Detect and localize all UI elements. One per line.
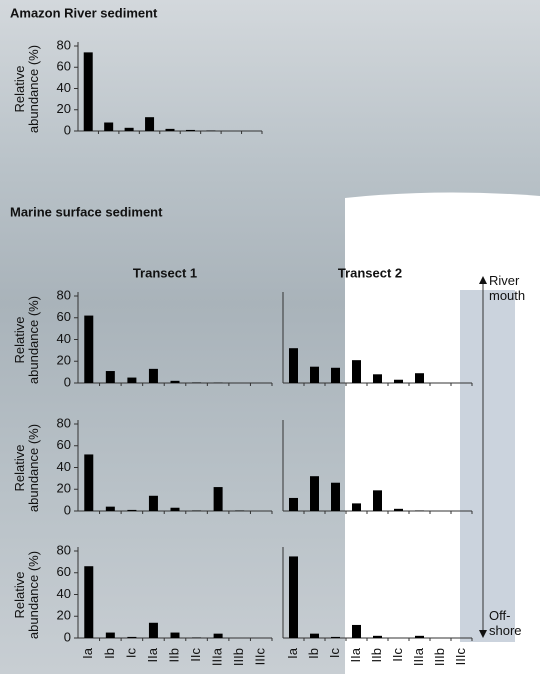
y-tick-label: 60 (57, 59, 71, 74)
bar (235, 510, 244, 511)
bar (84, 316, 93, 383)
bar (192, 637, 201, 638)
gradient-band (460, 290, 515, 642)
bar (106, 507, 115, 511)
x-tick-label: IIIb (432, 648, 447, 666)
bar (352, 360, 361, 383)
bar (373, 490, 382, 511)
x-tick-label: IIIa (210, 647, 225, 666)
arrow-label-bottom: Off-shore (489, 608, 525, 638)
x-tick-label: IIb (166, 648, 181, 662)
y-tick-label: 0 (64, 629, 71, 644)
bar (149, 623, 158, 638)
x-tick-label: IIc (390, 648, 405, 662)
y-axis-label: Relative abundance (%) (13, 418, 41, 518)
y-tick-label: 20 (57, 481, 71, 496)
bar (84, 454, 93, 511)
bar (127, 378, 136, 383)
bar (145, 117, 154, 131)
x-tick-label: IIc (188, 648, 203, 662)
bar (310, 367, 319, 383)
bar (214, 634, 223, 638)
bar (106, 371, 115, 383)
y-tick-label: 60 (57, 309, 71, 324)
y-tick-label: 40 (57, 80, 71, 95)
y-tick-label: 0 (64, 502, 71, 517)
y-tick-label: 20 (57, 353, 71, 368)
bar (84, 52, 93, 131)
bar (331, 637, 340, 638)
bar (192, 510, 201, 511)
x-tick-label: IIa (145, 647, 160, 662)
figure: Marine surface sediment Amazon River sed… (0, 0, 540, 674)
bar (192, 382, 201, 383)
bar (373, 374, 382, 383)
x-tick-label: Ib (102, 648, 117, 659)
bar (125, 128, 134, 131)
y-tick-label: 40 (57, 459, 71, 474)
bar (394, 380, 403, 383)
bar (289, 348, 298, 383)
arrow-label-top: River mouth (489, 273, 535, 303)
bar (186, 130, 195, 131)
x-tick-label: Ic (327, 648, 342, 659)
bar (394, 509, 403, 511)
y-tick-label: 20 (57, 101, 71, 116)
bar (171, 508, 180, 511)
chart-title: Amazon River sediment (10, 5, 158, 20)
bar (352, 503, 361, 511)
bar (214, 487, 223, 511)
section-title: Marine surface sediment (10, 204, 163, 219)
x-tick-label: IIa (348, 647, 363, 662)
bar (331, 368, 340, 383)
y-tick-label: 40 (57, 331, 71, 346)
chart-title: Transect 1 (133, 265, 197, 280)
y-tick-label: 20 (57, 608, 71, 623)
y-axis-label: Relative abundance (%) (13, 290, 41, 390)
bar (171, 633, 180, 638)
bar (310, 634, 319, 638)
y-tick-label: 60 (57, 437, 71, 452)
y-tick-label: 0 (64, 374, 71, 389)
y-tick-label: 80 (57, 287, 71, 302)
x-tick-label: Ib (306, 648, 321, 659)
x-tick-label: Ia (80, 647, 95, 659)
x-tick-label: IIIc (253, 648, 268, 666)
bar (289, 556, 298, 638)
bar (84, 566, 93, 638)
x-tick-label: Ic (123, 648, 138, 659)
bar (127, 637, 136, 638)
bar (149, 369, 158, 383)
y-tick-label: 80 (57, 37, 71, 52)
y-tick-label: 80 (57, 415, 71, 430)
bar (149, 496, 158, 511)
bar (104, 123, 113, 132)
y-tick-label: 60 (57, 564, 71, 579)
y-tick-label: 80 (57, 542, 71, 557)
bar (106, 633, 115, 638)
chart: Marine surface sediment Amazon River sed… (0, 0, 540, 674)
bar (373, 636, 382, 638)
bar (206, 130, 215, 131)
x-tick-label: IIIc (453, 648, 468, 666)
bar (352, 625, 361, 638)
bar (171, 381, 180, 383)
bar (415, 373, 424, 383)
bar (310, 476, 319, 511)
y-axis-label: Relative abundance (%) (13, 545, 41, 645)
x-tick-label: IIb (369, 648, 384, 662)
bar (415, 510, 424, 511)
bar (415, 636, 424, 638)
x-tick-label: Ia (285, 647, 300, 659)
y-tick-label: 40 (57, 586, 71, 601)
chart-title: Transect 2 (338, 265, 402, 280)
y-axis-label: Relative abundance (%) (13, 39, 41, 139)
bar (289, 498, 298, 511)
bar (331, 483, 340, 511)
bar (166, 129, 175, 131)
bar (127, 510, 136, 511)
x-tick-label: IIIa (411, 647, 426, 666)
y-tick-label: 0 (64, 122, 71, 137)
x-tick-label: IIIb (231, 648, 246, 666)
